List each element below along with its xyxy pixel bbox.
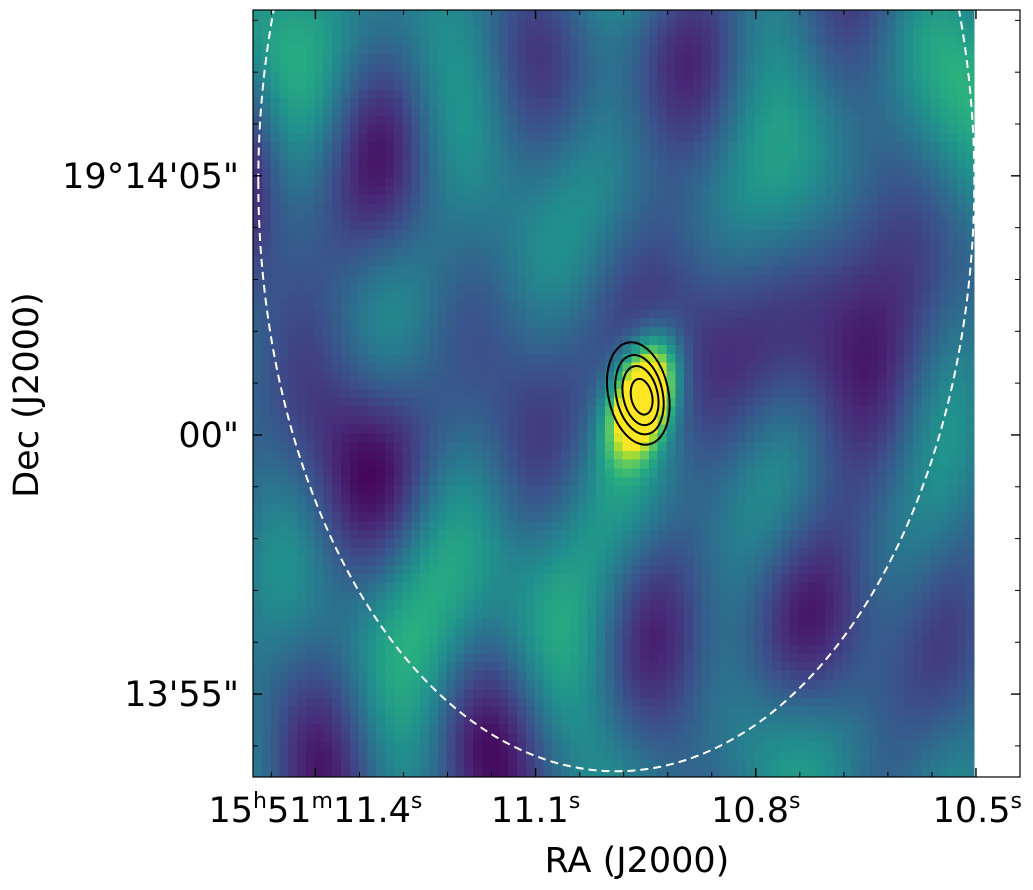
ra-tick-label: 10.5s xyxy=(933,789,1022,831)
dec-tick-label: 00" xyxy=(178,416,239,456)
x-axis-label: RA (J2000) xyxy=(545,841,730,881)
ra-tick-label: 11.1s xyxy=(491,789,580,831)
dec-tick-label: 19°14'05" xyxy=(62,157,239,197)
intensity-heatmap xyxy=(253,10,975,777)
contour-level-2 xyxy=(614,354,665,436)
beam-ellipse-dashed xyxy=(257,10,976,773)
dec-tick-labels: 19°14'05" 00" 13'55" xyxy=(62,157,239,715)
ra-tick-label: 10.8s xyxy=(711,789,800,831)
contour-level-3 xyxy=(621,365,660,427)
axis-ticks xyxy=(253,10,1020,777)
ra-tick-labels: 15h51m11.4s 11.1s 10.8s 10.5s xyxy=(208,789,1022,831)
contour-level-1 xyxy=(606,341,671,446)
dec-tick-label: 13'55" xyxy=(124,675,239,715)
plot-frame xyxy=(252,9,1021,778)
ra-tick-label: 15h51m11.4s xyxy=(208,789,422,831)
source-contours xyxy=(606,341,671,446)
y-axis-label: Dec (J2000) xyxy=(7,292,47,498)
image-panel xyxy=(253,10,1020,777)
contour-level-4 xyxy=(629,377,654,416)
